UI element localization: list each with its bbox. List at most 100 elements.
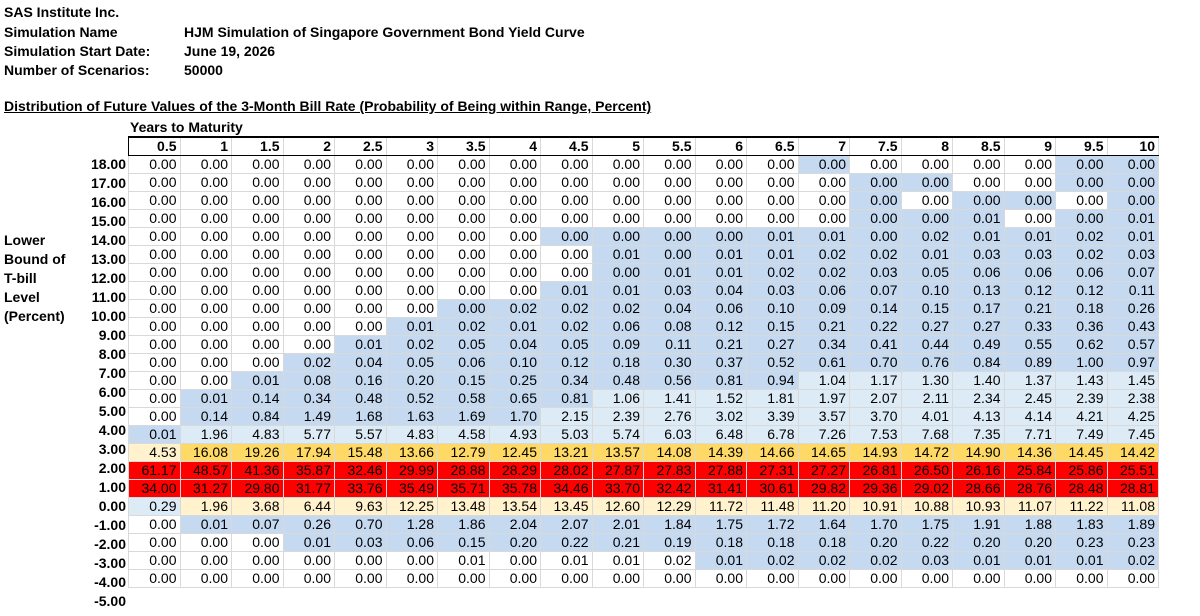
table-cell: 4.01 bbox=[900, 407, 953, 426]
row-label: 1.00 bbox=[98, 479, 126, 495]
table-cell: 0.00 bbox=[488, 245, 541, 264]
table-cell: 0.21 bbox=[1003, 299, 1056, 318]
table-cell: 0.70 bbox=[334, 515, 387, 534]
table-cell: 0.34 bbox=[540, 371, 593, 390]
table-cell: 0.00 bbox=[591, 191, 644, 210]
table-cell: 29.99 bbox=[385, 461, 438, 480]
column-header: 2.5 bbox=[334, 136, 387, 156]
table-cell: 0.00 bbox=[231, 173, 284, 192]
table-cell: 0.26 bbox=[282, 515, 335, 534]
table-cell: 7.71 bbox=[1003, 425, 1056, 444]
table-cell: 0.48 bbox=[334, 389, 387, 408]
table-cell: 0.52 bbox=[385, 389, 438, 408]
table-cell: 0.00 bbox=[746, 155, 799, 174]
table-cell: 0.00 bbox=[179, 173, 232, 192]
table-cell: 41.36 bbox=[231, 461, 284, 480]
table-cell: 4.93 bbox=[488, 425, 541, 444]
table-cell: 0.01 bbox=[179, 389, 232, 408]
row-label: -3.00 bbox=[94, 555, 126, 571]
table-cell: 5.77 bbox=[282, 425, 335, 444]
table-cell: 0.00 bbox=[179, 371, 232, 390]
table-cell: 0.37 bbox=[694, 353, 747, 372]
table-cell: 0.00 bbox=[591, 173, 644, 192]
table-cell: 7.45 bbox=[1106, 425, 1159, 444]
table-cell: 14.90 bbox=[952, 443, 1005, 462]
table-cell: 0.44 bbox=[900, 335, 953, 354]
column-header: 4.5 bbox=[540, 136, 593, 156]
table-cell: 0.00 bbox=[128, 191, 181, 210]
table-cell: 12.29 bbox=[643, 497, 696, 516]
table-cell: 0.33 bbox=[1003, 317, 1056, 336]
table-cell: 0.00 bbox=[1106, 173, 1159, 192]
table-cell: 0.00 bbox=[334, 227, 387, 246]
column-header: 9 bbox=[1003, 136, 1056, 156]
table-cell: 0.01 bbox=[643, 263, 696, 282]
table-cell: 29.80 bbox=[231, 479, 284, 498]
table-cell: 28.66 bbox=[952, 479, 1005, 498]
table-cell: 0.08 bbox=[643, 317, 696, 336]
table-cell: 0.00 bbox=[128, 389, 181, 408]
table-cell: 17.94 bbox=[282, 443, 335, 462]
table-cell: 35.87 bbox=[282, 461, 335, 480]
table-cell: 0.00 bbox=[179, 569, 232, 588]
table-cell: 0.14 bbox=[849, 299, 902, 318]
table-cell: 0.09 bbox=[591, 335, 644, 354]
table-cell: 1.37 bbox=[1003, 371, 1056, 390]
table-cell: 0.81 bbox=[540, 389, 593, 408]
table-row: 0.00 0.01 0.14 0.34 0.48 0.52 0.58 0.65 0.81 1.06… bbox=[128, 389, 1159, 408]
table-cell: 0.00 bbox=[179, 335, 232, 354]
table-cell: 0.05 bbox=[900, 263, 953, 282]
table-cell: 0.20 bbox=[385, 371, 438, 390]
table-cell: 0.00 bbox=[643, 245, 696, 264]
table-cell: 0.17 bbox=[952, 299, 1005, 318]
table-cell: 0.89 bbox=[1003, 353, 1056, 372]
table-cell: 0.00 bbox=[488, 569, 541, 588]
table-cell: 0.00 bbox=[179, 245, 232, 264]
table-cell: 0.00 bbox=[694, 209, 747, 228]
row-axis-label-2: Bound of bbox=[4, 251, 66, 267]
table-cell: 0.01 bbox=[1003, 551, 1056, 570]
table-cell: 0.01 bbox=[231, 371, 284, 390]
table-cell: 0.00 bbox=[849, 209, 902, 228]
table-row: 0.00 0.00 0.00 0.02 0.04 0.05 0.06 0.10 0.12 0.18… bbox=[128, 353, 1159, 372]
column-header: 8 bbox=[900, 136, 953, 156]
table-cell: 0.00 bbox=[128, 281, 181, 300]
table-cell: 0.14 bbox=[231, 389, 284, 408]
table-cell: 0.13 bbox=[952, 281, 1005, 300]
table-cell: 0.30 bbox=[643, 353, 696, 372]
table-cell: 0.00 bbox=[282, 245, 335, 264]
table-cell: 1.89 bbox=[1106, 515, 1159, 534]
table-cell: 0.07 bbox=[1106, 263, 1159, 282]
table-cell: 1.68 bbox=[334, 407, 387, 426]
table-row: 0.00 0.00 0.00 0.00 0.00 0.00 0.00 0.00 0.00 0.00… bbox=[128, 155, 1159, 174]
table-cell: 33.76 bbox=[334, 479, 387, 498]
row-label: 18.00 bbox=[90, 156, 126, 172]
column-header: 10 bbox=[1106, 136, 1159, 156]
table-cell: 0.18 bbox=[797, 533, 850, 552]
row-label: 0.00 bbox=[98, 498, 126, 514]
table-cell: 0.00 bbox=[385, 155, 438, 174]
table-cell: 0.02 bbox=[900, 227, 953, 246]
row-label: 17.00 bbox=[90, 175, 126, 191]
table-cell: 0.00 bbox=[1106, 191, 1159, 210]
table-cell: 0.01 bbox=[282, 533, 335, 552]
table-cell: 0.18 bbox=[746, 533, 799, 552]
table-cell: 0.00 bbox=[128, 155, 181, 174]
table-cell: 0.00 bbox=[849, 569, 902, 588]
column-header: 3 bbox=[385, 136, 438, 156]
table-cell: 1.04 bbox=[797, 371, 850, 390]
table-cell: 7.68 bbox=[900, 425, 953, 444]
table-cell: 1.86 bbox=[437, 515, 490, 534]
table-cell: 0.00 bbox=[231, 281, 284, 300]
row-label: 15.00 bbox=[90, 213, 126, 229]
table-cell: 0.00 bbox=[797, 191, 850, 210]
table-cell: 0.15 bbox=[900, 299, 953, 318]
table-cell: 28.29 bbox=[488, 461, 541, 480]
table-cell: 0.03 bbox=[900, 551, 953, 570]
table-cell: 0.08 bbox=[282, 371, 335, 390]
table-cell: 0.00 bbox=[797, 209, 850, 228]
table-cell: 1.00 bbox=[1055, 353, 1108, 372]
table-cell: 13.48 bbox=[437, 497, 490, 516]
table-cell: 0.00 bbox=[1055, 191, 1108, 210]
table-cell: 26.16 bbox=[952, 461, 1005, 480]
